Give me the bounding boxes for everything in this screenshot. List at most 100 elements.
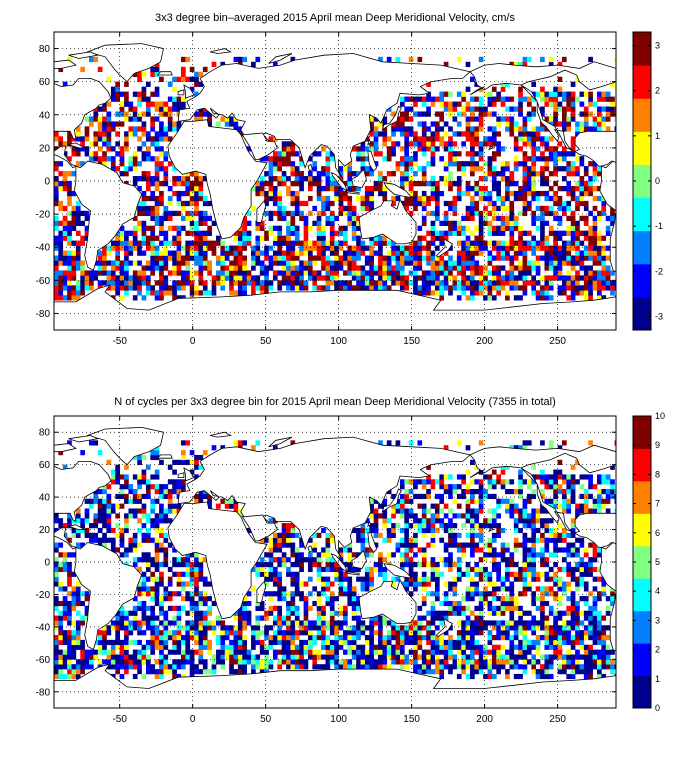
- bin-cell: [443, 61, 449, 68]
- bin-cell: [439, 255, 445, 261]
- bin-cell: [413, 562, 418, 568]
- bin-cell: [483, 205, 488, 212]
- bin-cell: [150, 235, 156, 241]
- bin-cell: [80, 136, 85, 142]
- bin-cell: [163, 171, 169, 177]
- bin-cell: [97, 121, 103, 127]
- bin-cell: [421, 181, 427, 187]
- bin-cell: [211, 600, 217, 607]
- bin-cell: [465, 205, 471, 212]
- bin-cell: [154, 260, 160, 266]
- bin-cell: [62, 630, 68, 636]
- bin-cell: [176, 605, 182, 611]
- bin-cell: [487, 96, 493, 102]
- bin-cell: [216, 654, 221, 660]
- bin-cell: [343, 270, 348, 276]
- bin-cell: [373, 532, 379, 538]
- bin-cell: [71, 620, 77, 626]
- bin-cell: [312, 275, 318, 281]
- bin-cell: [159, 489, 164, 495]
- bin-cell: [176, 210, 182, 217]
- bin-cell: [470, 596, 475, 602]
- bin-cell: [281, 250, 287, 256]
- bin-cell: [172, 121, 177, 127]
- bin-cell: [518, 295, 523, 301]
- bin-cell: [338, 610, 344, 616]
- bin-cell: [395, 625, 401, 631]
- bin-cell: [137, 508, 142, 514]
- bin-cell: [194, 639, 199, 646]
- bin-cell: [150, 176, 156, 182]
- bin-cell: [110, 479, 116, 485]
- bin-cell: [518, 101, 523, 107]
- bin-cell: [456, 295, 462, 301]
- bin-cell: [347, 195, 353, 202]
- bin-cell: [176, 121, 182, 127]
- bin-cell: [176, 295, 182, 301]
- bin-cell: [378, 260, 383, 266]
- bin-cell: [540, 295, 545, 301]
- bin-cell: [202, 664, 208, 670]
- bin-cell: [172, 639, 177, 646]
- bin-cell: [220, 275, 226, 281]
- bin-cell: [124, 270, 129, 276]
- bin-cell: [509, 265, 515, 271]
- landmass: [469, 61, 616, 91]
- bin-cell: [338, 225, 344, 231]
- bin-cell: [194, 176, 199, 182]
- bin-cell: [159, 161, 164, 167]
- bin-cell: [268, 265, 274, 271]
- bin-cell: [62, 220, 68, 226]
- bin-cell: [110, 664, 116, 670]
- bin-cell: [119, 532, 125, 538]
- bin-cell: [54, 576, 59, 582]
- bin-cell: [347, 285, 353, 291]
- bin-cell: [110, 86, 116, 92]
- bin-cell: [198, 596, 204, 602]
- bin-cell: [404, 111, 410, 117]
- bin-cell: [421, 659, 427, 665]
- bin-cell: [71, 596, 77, 602]
- bin-cell: [325, 260, 331, 266]
- bin-cell: [588, 245, 593, 251]
- bin-cell: [97, 630, 103, 636]
- bin-cell: [395, 498, 401, 504]
- bin-cell: [220, 280, 226, 286]
- bin-cell: [548, 56, 554, 63]
- bin-cell: [557, 76, 563, 82]
- bin-cell: [443, 275, 449, 281]
- bin-cell: [189, 562, 195, 568]
- bin-cell: [470, 489, 475, 495]
- bin-cell: [443, 503, 449, 509]
- bin-cell: [181, 664, 186, 670]
- bin-cell: [408, 156, 414, 162]
- bin-cell: [150, 596, 156, 602]
- bin-cell: [124, 255, 129, 261]
- bin-cell: [470, 586, 475, 592]
- bin-cell: [132, 106, 138, 112]
- bin-cell: [233, 625, 239, 631]
- bin-cell: [286, 532, 291, 538]
- bin-cell: [470, 106, 475, 112]
- bin-cell: [119, 664, 125, 670]
- colorbar-segment: [633, 164, 651, 199]
- bin-cell: [421, 215, 427, 222]
- bin-cell: [207, 200, 212, 207]
- bin-cell: [351, 639, 357, 646]
- bin-cell: [430, 479, 436, 485]
- bin-cell: [500, 96, 506, 102]
- bin-cell: [426, 270, 431, 276]
- bin-cell: [154, 454, 160, 461]
- bin-cell: [172, 620, 177, 626]
- bin-cell: [75, 596, 81, 602]
- bin-cell: [242, 635, 247, 641]
- bin-cell: [509, 275, 515, 281]
- bin-cell: [62, 464, 68, 470]
- bin-cell: [548, 96, 554, 102]
- bin-cell: [321, 146, 326, 152]
- bin-cell: [338, 581, 344, 587]
- bin-cell: [264, 630, 269, 636]
- bin-cell: [347, 586, 353, 592]
- bin-cell: [207, 498, 212, 504]
- bin-cell: [325, 639, 331, 646]
